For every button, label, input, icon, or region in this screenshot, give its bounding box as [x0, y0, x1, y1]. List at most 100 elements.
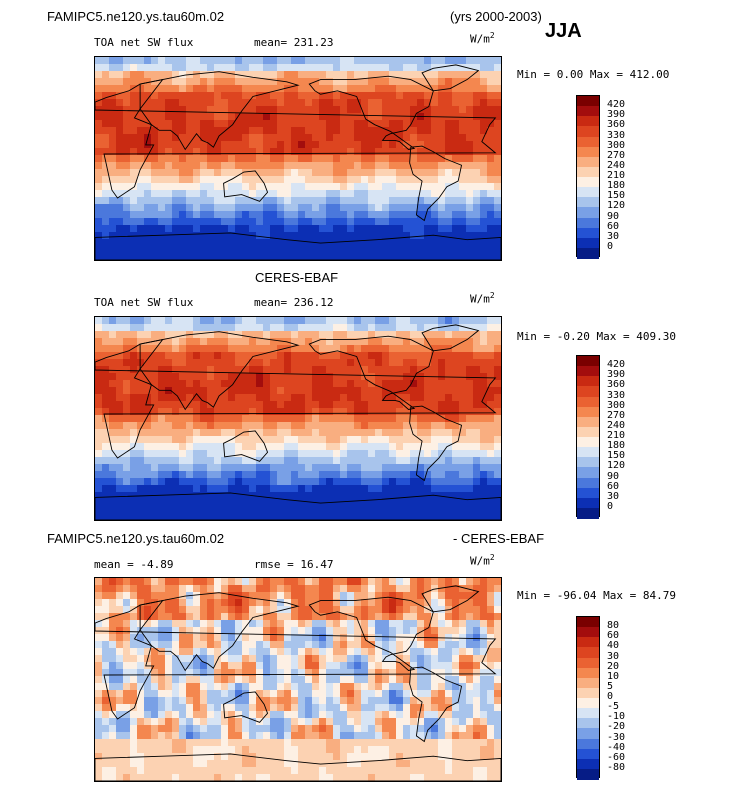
coastline [421, 324, 480, 352]
colorbar-tick-label: 20 [607, 660, 620, 672]
colorbar-tick-label: 0 [607, 691, 614, 702]
colorbar-segment [577, 166, 599, 178]
colorbar-tick-label: 30 [607, 490, 620, 502]
colorbar-segment [577, 457, 599, 468]
panel3-colorbar [576, 616, 600, 780]
panel1-map [94, 56, 502, 261]
coastline [421, 585, 480, 613]
colorbar-segment [577, 356, 599, 367]
colorbar-tick-label: 330 [607, 129, 626, 141]
panel1-minmax-label: Min = 0.00 Max = 412.00 [517, 68, 670, 81]
colorbar-segment [577, 376, 599, 387]
coastline [223, 170, 269, 202]
panel1-mean-label: mean= 231.23 [254, 36, 334, 49]
colorbar-tick-label: 360 [607, 119, 626, 131]
colorbar-tick-label: 300 [607, 399, 626, 411]
coastline [308, 75, 434, 150]
colorbar-segment [577, 738, 599, 750]
colorbar-tick-label: 90 [607, 210, 620, 222]
years-label: (yrs 2000-2003) [450, 9, 542, 24]
panel1-colorbar [576, 95, 600, 259]
coastline [223, 430, 269, 462]
colorbar-tick-label: 270 [607, 149, 626, 161]
colorbar-segment [577, 207, 599, 218]
colorbar-segment [577, 386, 599, 397]
panel2-map [94, 316, 502, 521]
panel3-map [94, 577, 502, 782]
colorbar-tick-label: 330 [607, 389, 626, 401]
coastline [95, 492, 501, 520]
colorbar-tick-label: 60 [607, 480, 620, 492]
colorbar-tick-label: 180 [607, 180, 626, 192]
coastline [139, 331, 300, 411]
colorbar-segment [577, 718, 599, 729]
colorbar-tick-label: -20 [607, 721, 626, 733]
colorbar-segment [577, 96, 599, 107]
coastline [308, 596, 434, 671]
colorbar-tick-label: 390 [607, 109, 626, 121]
colorbar-segment [577, 396, 599, 408]
colorbar-segment [577, 126, 599, 137]
colorbar-segment [577, 437, 599, 448]
colorbar-segment [577, 217, 599, 229]
colorbar-segment [577, 507, 599, 519]
colorbar-tick-label: 90 [607, 470, 620, 482]
panel3-mean-label: mean = -4.89 [94, 558, 174, 571]
colorbar-segment [577, 237, 599, 249]
colorbar-segment [577, 447, 599, 458]
coastline [139, 71, 300, 151]
panel1-units-label: W/m2 [470, 31, 495, 46]
colorbar-segment [577, 728, 599, 739]
colorbar-tick-label: 210 [607, 170, 626, 181]
map-canvas [95, 317, 501, 520]
colorbar-tick-label: 240 [607, 159, 626, 171]
panel2-colorbar [576, 355, 600, 519]
colorbar-tick-label: 210 [607, 430, 626, 441]
colorbar-tick-label: 0 [607, 500, 614, 512]
colorbar-segment [577, 247, 599, 259]
colorbar-segment [577, 467, 599, 478]
colorbar-tick-label: 0 [607, 240, 614, 252]
panel2-units-label: W/m2 [470, 291, 495, 306]
colorbar-segment [577, 477, 599, 489]
colorbar-segment [577, 647, 599, 658]
colorbar-tick-label: 150 [607, 190, 626, 202]
colorbar-segment [577, 758, 599, 770]
colorbar-tick-label: -30 [607, 731, 626, 743]
colorbar-tick-label: 120 [607, 200, 626, 212]
colorbar-tick-label: -10 [607, 711, 626, 723]
colorbar-segment [577, 227, 599, 239]
colorbar-segment [577, 487, 599, 499]
coastline [409, 405, 463, 482]
colorbar-segment [577, 708, 599, 719]
colorbar-segment [577, 637, 599, 648]
colorbar-segment [577, 768, 599, 780]
colorbar-segment [577, 667, 599, 679]
colorbar-tick-label: 180 [607, 440, 626, 452]
coastline [421, 64, 480, 92]
map-canvas [95, 578, 501, 781]
colorbar-tick-label: 60 [607, 220, 620, 232]
case-name-title: FAMIPC5.ne120.ys.tau60m.02 [47, 9, 225, 24]
colorbar-tick-label: 420 [607, 359, 626, 371]
colorbar-segment [577, 657, 599, 669]
colorbar-tick-label: 300 [607, 139, 626, 151]
colorbar-tick-label: 60 [607, 630, 620, 642]
colorbar-tick-label: 150 [607, 450, 626, 462]
colorbar-segment [577, 366, 599, 377]
colorbar-segment [577, 106, 599, 117]
colorbar-segment [577, 497, 599, 509]
colorbar-segment [577, 136, 599, 148]
colorbar-tick-label: 360 [607, 379, 626, 391]
colorbar-tick-label: -60 [607, 751, 626, 763]
colorbar-segment [577, 627, 599, 638]
colorbar-segment [577, 698, 599, 709]
panel3-title-left: FAMIPC5.ne120.ys.tau60m.02 [47, 531, 225, 546]
colorbar-tick-label: 40 [607, 640, 620, 652]
colorbar-segment [577, 416, 599, 428]
coastline [409, 666, 463, 743]
colorbar-tick-label: 240 [607, 419, 626, 431]
coastline [223, 691, 269, 723]
colorbar-segment [577, 406, 599, 418]
map-canvas [95, 57, 501, 260]
